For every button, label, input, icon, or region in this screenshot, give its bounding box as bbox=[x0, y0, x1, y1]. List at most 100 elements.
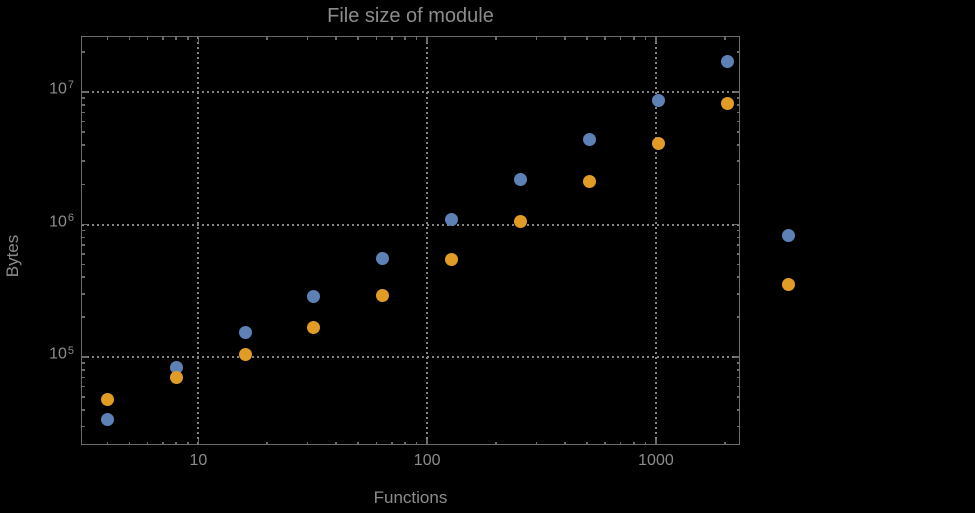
y-tick bbox=[82, 160, 86, 163]
x-tick bbox=[175, 37, 177, 41]
y-tick bbox=[736, 236, 740, 239]
x-tick bbox=[197, 439, 200, 445]
data-point-series-blue bbox=[651, 94, 665, 108]
y-tick bbox=[734, 91, 740, 93]
x-tick bbox=[535, 37, 538, 41]
data-point-series-blue bbox=[445, 212, 459, 226]
x-tick bbox=[162, 37, 164, 41]
y-tick bbox=[82, 97, 86, 99]
gridline-x-1000 bbox=[654, 37, 657, 445]
x-tick bbox=[724, 37, 726, 41]
data-point-series-orange bbox=[238, 347, 252, 361]
y-tick bbox=[82, 143, 86, 146]
y-tick bbox=[82, 104, 86, 106]
y-tick bbox=[82, 91, 88, 93]
y-tick bbox=[82, 376, 86, 379]
gridline-y-10e5 bbox=[82, 356, 740, 359]
y-axis-label: Bytes bbox=[3, 234, 22, 278]
x-tick bbox=[535, 441, 538, 445]
x-axis-label: Functions bbox=[373, 488, 448, 507]
y-tick bbox=[736, 253, 740, 255]
x-tick bbox=[604, 441, 606, 445]
y-tick bbox=[736, 183, 740, 186]
y-tick bbox=[82, 236, 86, 239]
x-tick bbox=[644, 441, 647, 445]
y-tick bbox=[736, 229, 740, 232]
y-tick-label-10e7: 107 bbox=[49, 79, 74, 98]
y-tick bbox=[82, 316, 86, 318]
x-tick bbox=[415, 441, 418, 445]
gridline-x-10 bbox=[197, 37, 200, 445]
x-tick bbox=[586, 441, 588, 445]
y-tick bbox=[736, 276, 740, 279]
x-tick bbox=[619, 441, 622, 445]
data-point-series-orange bbox=[514, 215, 528, 229]
data-point-series-orange bbox=[169, 371, 183, 385]
y-tick-label-10e5: 105 bbox=[49, 344, 74, 363]
x-tick bbox=[146, 441, 149, 445]
x-tick bbox=[586, 37, 588, 41]
x-tick bbox=[426, 439, 428, 445]
gridline-x-100 bbox=[426, 37, 429, 445]
y-tick bbox=[82, 131, 86, 133]
x-tick bbox=[187, 37, 189, 41]
y-tick bbox=[734, 223, 740, 226]
x-tick bbox=[335, 37, 337, 41]
x-tick bbox=[390, 441, 393, 445]
data-point-series-orange bbox=[307, 320, 321, 334]
y-tick bbox=[82, 223, 88, 226]
y-tick bbox=[736, 263, 740, 266]
x-tick bbox=[415, 37, 418, 41]
y-tick bbox=[82, 385, 86, 388]
x-tick bbox=[266, 37, 269, 41]
x-tick bbox=[128, 37, 131, 41]
x-tick bbox=[644, 37, 647, 41]
data-point-series-blue bbox=[100, 412, 114, 426]
y-tick bbox=[736, 244, 740, 246]
gridline-y-10e6 bbox=[82, 223, 740, 226]
data-point-series-orange bbox=[720, 96, 734, 110]
data-point-series-orange bbox=[376, 289, 390, 303]
y-tick bbox=[736, 104, 740, 106]
x-tick bbox=[426, 37, 428, 43]
legend-marker-orange bbox=[781, 277, 795, 291]
y-tick bbox=[736, 425, 740, 428]
y-tick bbox=[82, 396, 86, 398]
data-point-series-blue bbox=[376, 252, 390, 266]
x-tick bbox=[128, 441, 131, 445]
y-tick bbox=[736, 160, 740, 163]
x-tick bbox=[632, 441, 635, 445]
x-tick bbox=[266, 441, 269, 445]
y-tick bbox=[736, 396, 740, 398]
y-tick bbox=[736, 408, 740, 411]
y-tick bbox=[736, 143, 740, 146]
y-tick bbox=[82, 51, 86, 53]
x-tick bbox=[495, 37, 497, 41]
x-tick bbox=[495, 441, 497, 445]
y-tick bbox=[736, 111, 740, 114]
y-tick bbox=[82, 276, 86, 279]
y-tick bbox=[82, 229, 86, 232]
y-tick bbox=[736, 385, 740, 388]
x-tick-label-10: 10 bbox=[189, 452, 208, 469]
y-tick bbox=[736, 376, 740, 379]
gridline-y-10e7 bbox=[82, 90, 740, 93]
x-tick bbox=[106, 37, 109, 41]
y-tick bbox=[82, 120, 86, 123]
y-tick bbox=[82, 362, 86, 364]
x-tick bbox=[187, 441, 189, 445]
x-tick bbox=[564, 37, 566, 41]
y-tick bbox=[736, 293, 740, 295]
y-tick bbox=[736, 120, 740, 123]
y-tick bbox=[736, 51, 740, 53]
y-tick bbox=[82, 408, 86, 411]
plot-frame bbox=[81, 36, 740, 445]
x-tick bbox=[375, 441, 378, 445]
x-tick bbox=[162, 441, 164, 445]
y-tick bbox=[82, 183, 86, 186]
y-tick bbox=[734, 356, 740, 358]
x-tick bbox=[724, 441, 726, 445]
x-tick bbox=[619, 37, 622, 41]
y-tick-label-10e6: 106 bbox=[49, 212, 74, 230]
